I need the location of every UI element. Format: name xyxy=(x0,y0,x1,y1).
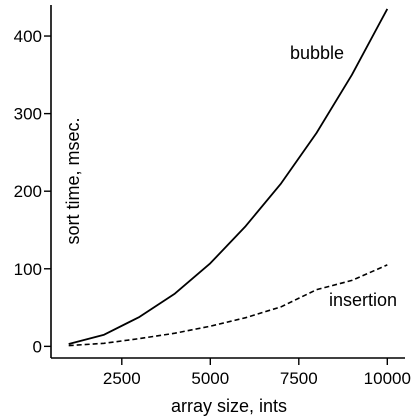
y-tick-label-0: 0 xyxy=(33,337,42,356)
series-layer xyxy=(68,8,389,347)
series-line-insertion xyxy=(68,264,388,347)
series-line-bubble xyxy=(68,8,389,345)
x-axis-label: array size, ints xyxy=(171,396,287,416)
series-label-insertion: insertion xyxy=(329,290,397,310)
x-tick-label-2500: 2500 xyxy=(103,369,141,388)
y-tick-label-100: 100 xyxy=(14,260,42,279)
x-tick-label-5000: 5000 xyxy=(191,369,229,388)
x-tick-label-10000: 10000 xyxy=(364,369,411,388)
y-axis-label: sort time, msec. xyxy=(63,117,83,244)
axes: 0 100 200 300 400 2500 5000 7500 10000 xyxy=(14,5,411,388)
x-tick-label-7500: 7500 xyxy=(280,369,318,388)
y-tick-label-200: 200 xyxy=(14,182,42,201)
series-label-bubble: bubble xyxy=(290,43,344,63)
y-tick-label-300: 300 xyxy=(14,105,42,124)
y-tick-label-400: 400 xyxy=(14,27,42,46)
